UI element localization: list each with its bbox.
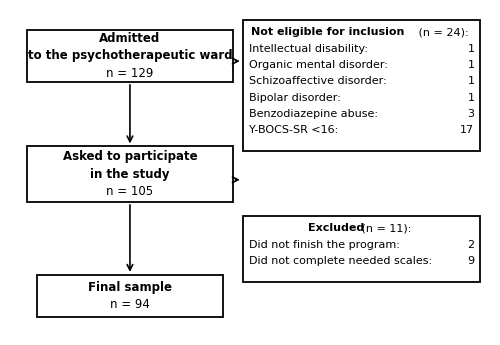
Text: (n = 24):: (n = 24): — [416, 27, 469, 37]
Text: n = 94: n = 94 — [110, 298, 150, 311]
Text: in the study: in the study — [90, 168, 170, 181]
Text: 2: 2 — [468, 240, 474, 250]
Bar — [242, 20, 480, 150]
Text: n = 129: n = 129 — [106, 67, 154, 80]
Text: Did not complete needed scales:: Did not complete needed scales: — [248, 256, 432, 266]
Text: Excluded: Excluded — [308, 224, 364, 234]
Text: Not eligible for inclusion: Not eligible for inclusion — [251, 27, 404, 37]
Text: Did not finish the program:: Did not finish the program: — [248, 240, 400, 250]
Text: Schizoaffective disorder:: Schizoaffective disorder: — [248, 76, 386, 86]
Text: (n = 11):: (n = 11): — [358, 224, 412, 234]
Text: 17: 17 — [460, 125, 474, 135]
Bar — [27, 146, 233, 202]
Text: Organic mental disorder:: Organic mental disorder: — [248, 60, 388, 70]
Bar — [27, 30, 233, 82]
Bar — [37, 275, 223, 317]
Text: Intellectual disability:: Intellectual disability: — [248, 44, 368, 54]
Text: 1: 1 — [468, 93, 474, 103]
Bar — [242, 216, 480, 282]
Text: Y-BOCS-SR <16:: Y-BOCS-SR <16: — [248, 125, 338, 135]
Text: to the psychotherapeutic ward: to the psychotherapeutic ward — [28, 49, 233, 62]
Text: 1: 1 — [468, 44, 474, 54]
Text: 1: 1 — [468, 60, 474, 70]
Text: Asked to participate: Asked to participate — [62, 150, 198, 163]
Text: 1: 1 — [468, 76, 474, 86]
Text: Final sample: Final sample — [88, 281, 172, 294]
Text: Admitted: Admitted — [100, 32, 160, 45]
Text: Bipolar disorder:: Bipolar disorder: — [248, 93, 340, 103]
Text: Benzodiazepine abuse:: Benzodiazepine abuse: — [248, 109, 378, 119]
Text: 3: 3 — [468, 109, 474, 119]
Text: 9: 9 — [468, 256, 474, 266]
Text: n = 105: n = 105 — [106, 185, 154, 198]
